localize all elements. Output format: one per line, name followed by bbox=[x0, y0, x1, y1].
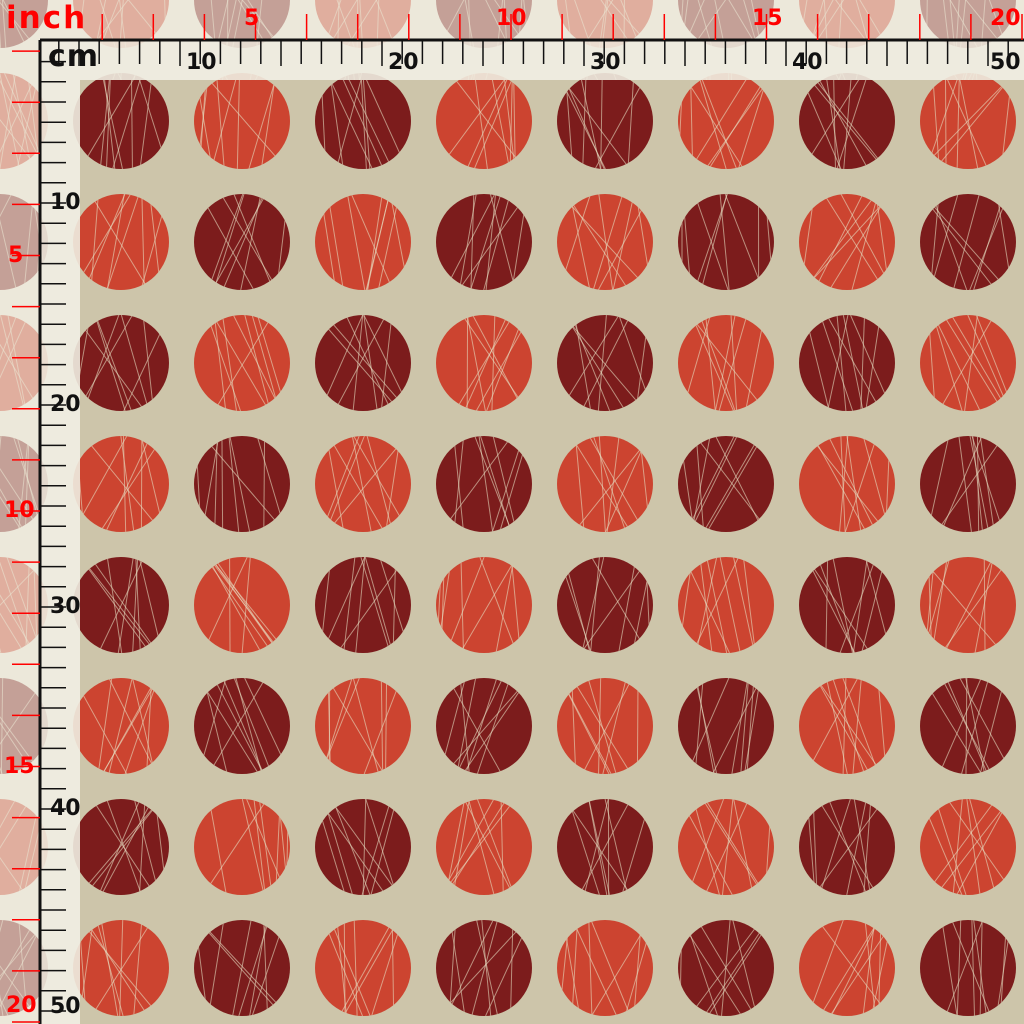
top-inch-label: 10 bbox=[496, 6, 527, 31]
polka-dot bbox=[0, 0, 48, 48]
polka-dot bbox=[80, 920, 169, 1016]
polka-dot bbox=[799, 80, 895, 169]
polka-dot bbox=[80, 80, 169, 169]
polka-dot bbox=[557, 194, 653, 290]
polka-dot bbox=[557, 315, 653, 411]
polka-dot bbox=[557, 0, 653, 48]
polka-dot bbox=[0, 315, 48, 411]
polka-dot bbox=[436, 315, 532, 411]
polka-dot bbox=[194, 0, 290, 48]
top-cm-label: 10 bbox=[186, 50, 217, 75]
polka-dot bbox=[315, 80, 411, 169]
polka-dot bbox=[80, 436, 169, 532]
polka-dot bbox=[920, 557, 1016, 653]
polka-dot bbox=[0, 557, 48, 653]
polka-dot bbox=[194, 436, 290, 532]
left-cm-label: 50 bbox=[50, 994, 81, 1019]
top-cm-label: 40 bbox=[792, 50, 823, 75]
left-cm-label: 10 bbox=[50, 190, 81, 215]
polka-dot bbox=[557, 678, 653, 774]
polka-dot bbox=[799, 799, 895, 895]
polka-dot bbox=[436, 194, 532, 290]
polka-dot bbox=[194, 920, 290, 1016]
polka-dot bbox=[799, 0, 895, 48]
polka-dot bbox=[194, 557, 290, 653]
polka-dot bbox=[557, 80, 653, 169]
polka-dot bbox=[194, 315, 290, 411]
polka-dot bbox=[678, 194, 774, 290]
polka-dot bbox=[678, 557, 774, 653]
polka-dot bbox=[194, 80, 290, 169]
polka-dot bbox=[80, 315, 169, 411]
polka-dot bbox=[315, 0, 411, 48]
polka-dot bbox=[678, 315, 774, 411]
polka-dot bbox=[799, 436, 895, 532]
top-inch-label: 20 bbox=[990, 6, 1021, 31]
polka-dot bbox=[920, 80, 1016, 169]
polka-dot bbox=[436, 799, 532, 895]
polka-dot bbox=[678, 799, 774, 895]
polka-dot bbox=[799, 920, 895, 1016]
polka-dot bbox=[194, 194, 290, 290]
polka-dot bbox=[557, 436, 653, 532]
polka-dot bbox=[920, 436, 1016, 532]
left-inch-label: 20 bbox=[6, 993, 37, 1018]
top-cm-label: 20 bbox=[388, 50, 419, 75]
polka-dot bbox=[315, 315, 411, 411]
polka-dot bbox=[557, 557, 653, 653]
polka-dot bbox=[799, 194, 895, 290]
polka-dot bbox=[80, 194, 169, 290]
polka-dot bbox=[678, 80, 774, 169]
polka-dot bbox=[920, 194, 1016, 290]
polka-dot bbox=[920, 678, 1016, 774]
polka-dot bbox=[557, 920, 653, 1016]
top-inch-label: 15 bbox=[752, 6, 783, 31]
polka-dot bbox=[0, 920, 48, 1016]
polka-dot bbox=[194, 678, 290, 774]
left-inch-label: 5 bbox=[8, 243, 24, 268]
polka-dot bbox=[799, 315, 895, 411]
polka-dot bbox=[799, 678, 895, 774]
polka-dot bbox=[920, 315, 1016, 411]
polka-dot bbox=[920, 799, 1016, 895]
polka-dot bbox=[315, 799, 411, 895]
polka-dot bbox=[799, 557, 895, 653]
polka-dot bbox=[0, 678, 48, 774]
left-cm-label: 40 bbox=[50, 796, 81, 821]
polka-dot bbox=[678, 920, 774, 1016]
polka-dot bbox=[436, 678, 532, 774]
left-cm-label: 30 bbox=[50, 594, 81, 619]
polka-dot bbox=[315, 678, 411, 774]
polka-dot bbox=[557, 799, 653, 895]
cm-unit-label: cm bbox=[48, 39, 100, 74]
ruler-band-top bbox=[40, 40, 1024, 80]
polka-dot bbox=[315, 920, 411, 1016]
top-inch-label: 5 bbox=[244, 6, 260, 31]
ruler-band-left bbox=[40, 80, 80, 1024]
left-cm-label: 20 bbox=[50, 392, 81, 417]
polka-dot bbox=[315, 194, 411, 290]
top-cm-label: 50 bbox=[990, 50, 1021, 75]
polka-dot bbox=[80, 678, 169, 774]
polka-dot bbox=[436, 80, 532, 169]
polka-dot bbox=[80, 799, 169, 895]
polka-dot bbox=[315, 436, 411, 532]
polka-dot bbox=[678, 678, 774, 774]
polka-dot bbox=[436, 436, 532, 532]
polka-dot bbox=[436, 920, 532, 1016]
polka-dot bbox=[678, 436, 774, 532]
inch-unit-label: inch bbox=[6, 0, 88, 36]
polka-dot bbox=[436, 557, 532, 653]
polka-dot bbox=[194, 799, 290, 895]
left-inch-label: 10 bbox=[4, 498, 35, 523]
polka-dot bbox=[920, 920, 1016, 1016]
polka-dot bbox=[80, 557, 169, 653]
left-inch-label: 15 bbox=[4, 754, 35, 779]
top-cm-label: 30 bbox=[590, 50, 621, 75]
polka-dot bbox=[315, 557, 411, 653]
